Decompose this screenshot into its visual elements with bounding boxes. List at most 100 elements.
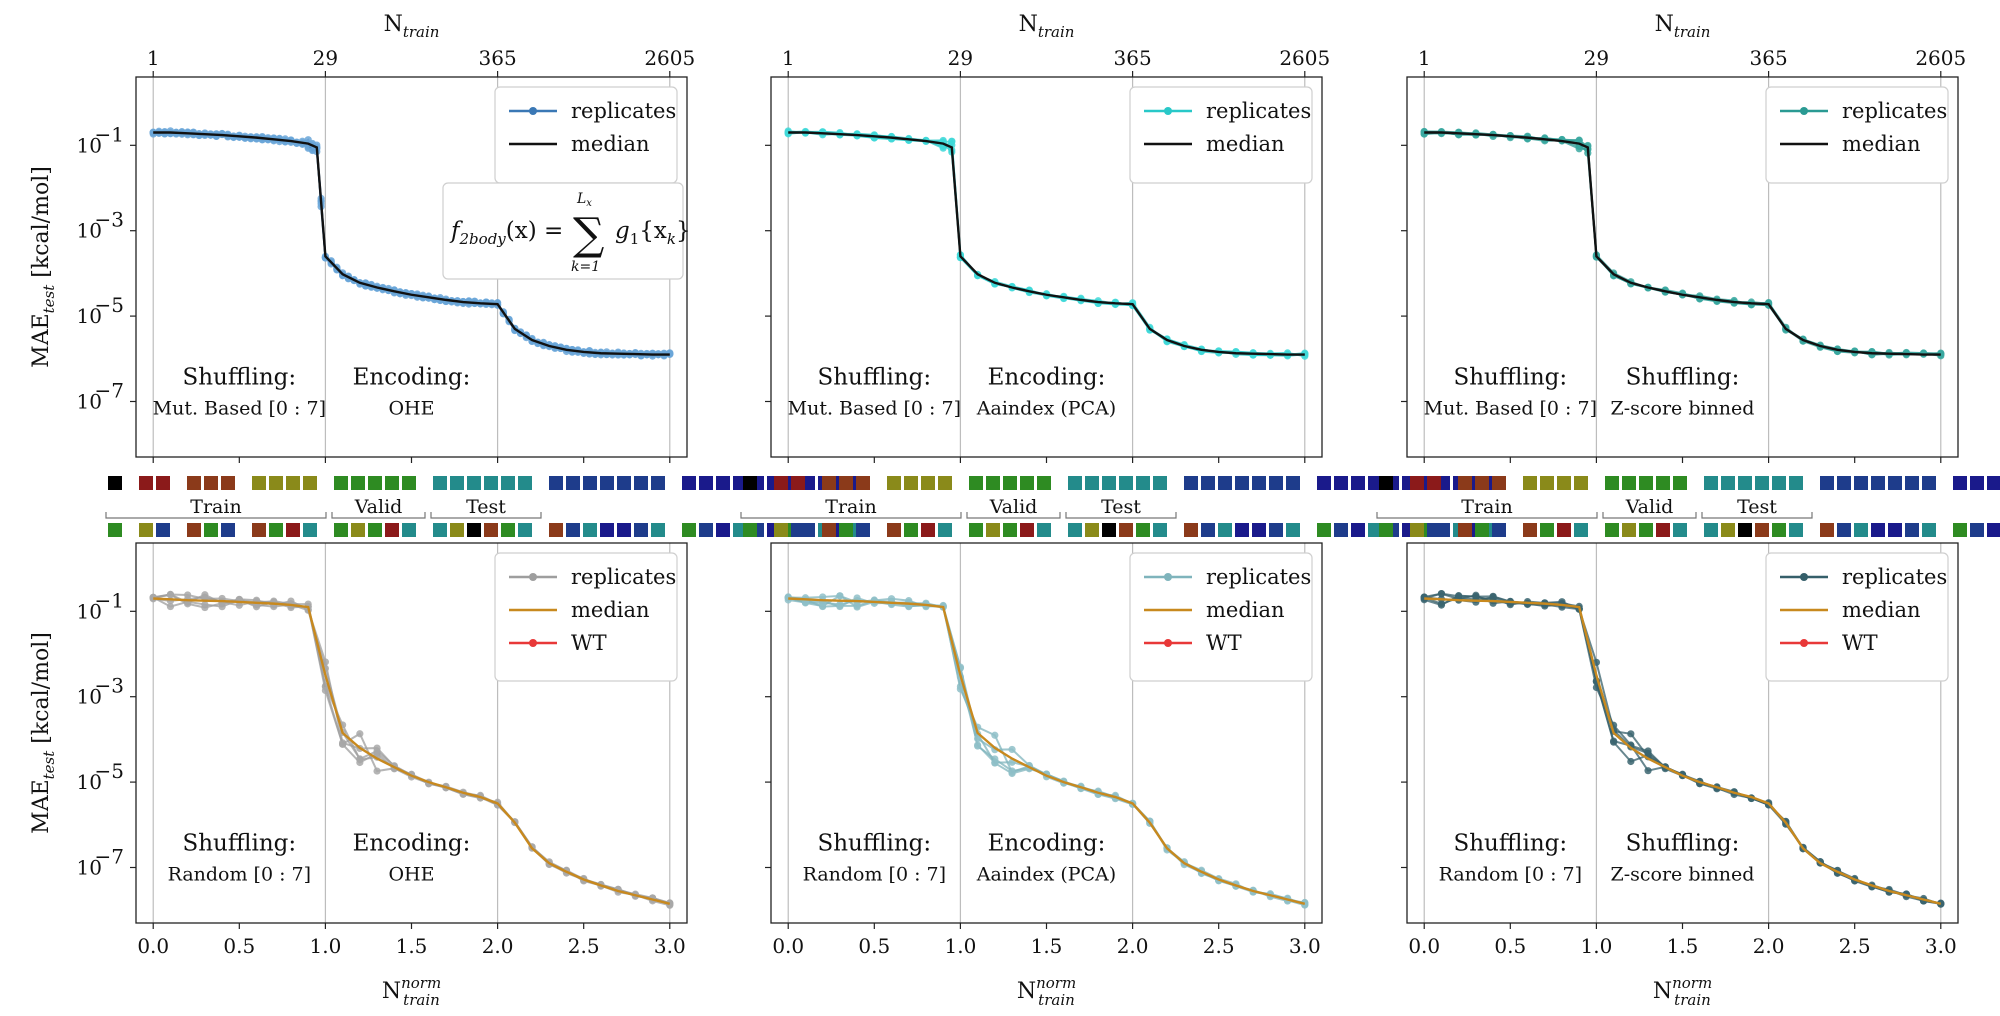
encoding-square <box>1235 523 1249 537</box>
x-tick-label: 0.0 <box>772 934 804 958</box>
bottom-x-axis-label-sup: norm <box>1672 974 1712 992</box>
plot-area <box>1420 589 1945 908</box>
split-label-train: Train <box>825 496 876 518</box>
encoding-square <box>1854 476 1868 490</box>
encoding-square <box>484 523 498 537</box>
encoding-square <box>566 523 580 537</box>
split-label-train: Train <box>190 496 241 518</box>
legend-marker <box>529 639 537 647</box>
encoding-square <box>921 476 935 490</box>
encoding-square <box>921 523 935 537</box>
encoding-square <box>699 476 713 490</box>
annotation-subtitle: Z-score binned <box>1611 863 1755 885</box>
encoding-square <box>518 476 532 490</box>
encoding-square <box>791 476 805 490</box>
split-bracket-valid <box>331 512 426 519</box>
encoding-square <box>1673 476 1687 490</box>
formula-rhs-arg-sub: k <box>667 230 676 248</box>
x-tick-label: 3.0 <box>1289 934 1321 958</box>
encoding-square <box>839 523 853 537</box>
legend-box <box>494 552 678 682</box>
encoding-square <box>1427 523 1441 537</box>
legend: replicates median WT <box>1129 552 1313 682</box>
formula-frame <box>442 182 684 280</box>
annotation-title: Shuffling: <box>182 364 296 390</box>
encoding-square <box>402 523 416 537</box>
replicate-point <box>356 730 364 738</box>
encoding-square <box>1953 523 1967 537</box>
annotation-title: Encoding: <box>353 364 471 390</box>
legend-label: WT <box>1842 631 1878 655</box>
replicate-point <box>991 731 999 739</box>
encoding-square <box>682 523 696 537</box>
encoding-square <box>385 476 399 490</box>
encoding-square <box>856 476 870 490</box>
encoding-square <box>1184 476 1198 490</box>
legend-box <box>1129 552 1313 682</box>
encoding-square <box>269 476 283 490</box>
encoding-square <box>1888 523 1902 537</box>
x-tick-label: 3.0 <box>1925 934 1957 958</box>
y-tick-label: 10 <box>77 855 102 879</box>
encoding-square <box>1102 476 1116 490</box>
encoding-square <box>1905 476 1919 490</box>
annotation-subtitle: Mut. Based [0 : 7] <box>788 397 961 419</box>
encoding-square <box>887 476 901 490</box>
encoding-square <box>1854 523 1868 537</box>
annotation-subtitle: Random [0 : 7] <box>1439 863 1582 885</box>
median-line <box>1424 597 1942 905</box>
encoding-square <box>1368 523 1382 537</box>
encoding-square <box>108 476 122 490</box>
y-tick-exponent: −5 <box>95 293 124 317</box>
legend-label: median <box>571 132 650 156</box>
encoding-square <box>1772 476 1786 490</box>
formula-sigma: ∑ <box>573 209 604 260</box>
replicate-point <box>1627 757 1635 766</box>
encoding-square <box>549 523 563 537</box>
legend-label: replicates <box>1842 99 1947 123</box>
legend-label: median <box>1206 132 1285 156</box>
encoding-square <box>1269 523 1283 537</box>
encoding-square <box>433 523 447 537</box>
encoding-square <box>1102 523 1116 537</box>
encoding-square <box>822 476 836 490</box>
formula-rhs: g1{xk} <box>615 218 691 248</box>
encoding-square <box>1119 476 1133 490</box>
encoding-square <box>1738 523 1752 537</box>
split-label-valid: Valid <box>989 496 1038 518</box>
y-axis-label-unit: [kcal/mol] <box>29 166 54 285</box>
encoding-square <box>1119 523 1133 537</box>
encoding-square <box>1184 523 1198 537</box>
x-tick-label: 1.5 <box>1031 934 1063 958</box>
encoding-square <box>450 476 464 490</box>
legend-marker <box>1800 573 1808 581</box>
split-bracket-valid <box>1602 512 1697 519</box>
encoding-square <box>1953 476 1967 490</box>
x-tick-label: 2.0 <box>1117 934 1149 958</box>
encoding-square <box>938 476 952 490</box>
encoding-square <box>334 476 348 490</box>
legend-marker <box>1800 107 1808 115</box>
top-x-axis-label: Ntrain <box>1019 12 1075 41</box>
split-label-test: Test <box>1737 496 1777 518</box>
encoding-square <box>634 476 648 490</box>
x-tick-label: 1.5 <box>396 934 428 958</box>
encoding-square <box>600 523 614 537</box>
encoding-square <box>1905 523 1919 537</box>
replicate-point <box>373 767 381 775</box>
top-x-axis-label-sub: train <box>403 23 440 41</box>
formula-sum-top-sub: x <box>586 198 592 209</box>
y-tick-label: 10 <box>77 389 102 413</box>
y-tick-label: 10 <box>77 770 102 794</box>
bottom-x-axis-label-sub: train <box>403 991 440 1009</box>
encoding-square <box>1458 523 1472 537</box>
encoding-square <box>1085 476 1099 490</box>
annotation-title: Shuffling: <box>1453 364 1567 390</box>
encoding-square <box>501 476 515 490</box>
top-x-tick-label: 29 <box>1584 46 1609 70</box>
split-label-test: Test <box>466 496 506 518</box>
encoding-square <box>450 523 464 537</box>
encoding-square <box>1153 476 1167 490</box>
encoding-square <box>1970 476 1984 490</box>
encoding-square <box>969 476 983 490</box>
